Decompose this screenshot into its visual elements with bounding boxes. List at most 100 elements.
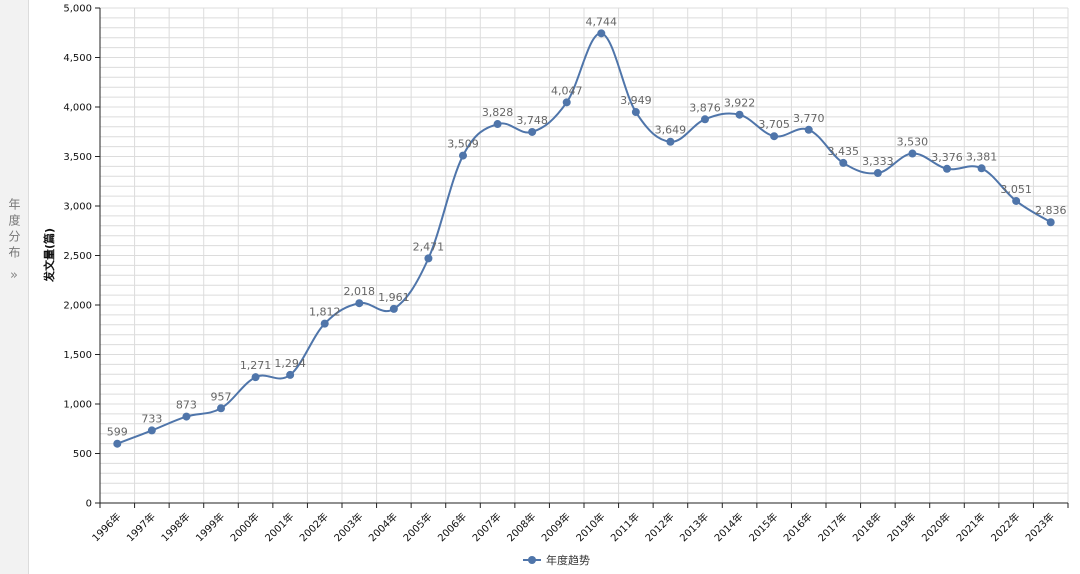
- data-point: [493, 120, 502, 129]
- y-tick-label: 0: [86, 499, 92, 510]
- x-tick-label: 2009年: [539, 510, 573, 544]
- data-point: [424, 254, 433, 263]
- data-point: [528, 127, 537, 136]
- y-tick-label: 4,500: [63, 53, 92, 64]
- data-point: [839, 158, 848, 167]
- series-line-年度趋势: [116, 32, 1052, 445]
- x-tick-label: 2004年: [366, 510, 400, 544]
- data-point: [389, 304, 398, 313]
- side-tab[interactable]: 年度分布 »: [0, 0, 29, 574]
- x-tick-label: 2021年: [953, 510, 987, 544]
- x-tick-label: 2016年: [781, 510, 815, 544]
- x-tick-label: 2014年: [711, 510, 745, 544]
- data-label: 4,047: [551, 84, 583, 97]
- x-tick-label: 2010年: [573, 510, 607, 544]
- data-point: [217, 404, 225, 413]
- y-tick-label: 5,000: [63, 4, 92, 15]
- expand-chevron-icon[interactable]: »: [10, 268, 18, 283]
- data-label: 3,381: [966, 150, 998, 163]
- data-point: [908, 149, 917, 158]
- data-label: 3,770: [793, 112, 825, 125]
- legend[interactable]: 年度趋势: [523, 553, 590, 567]
- y-tick-label: 2,500: [63, 251, 92, 262]
- data-label: 733: [141, 412, 162, 425]
- x-tick-label: 1999年: [193, 510, 227, 544]
- data-label: 2,471: [413, 240, 445, 253]
- y-tick-label: 1,000: [63, 400, 92, 411]
- x-tick-label: 2002年: [297, 510, 331, 544]
- y-tick-labels: 0 500 1,000 1,500 2,000 2,500 3,000 3,500 4,000 4…: [63, 4, 100, 510]
- data-label: 873: [176, 399, 197, 412]
- x-tick-label: 2012年: [642, 510, 676, 544]
- legend-marker-icon: [528, 556, 536, 564]
- data-point: [770, 132, 779, 141]
- data-label: 3,949: [620, 94, 652, 107]
- x-tick-label: 2022年: [988, 510, 1022, 544]
- data-point: [873, 169, 882, 178]
- data-label: 3,876: [689, 101, 721, 114]
- x-tick-label: 2011年: [608, 510, 642, 544]
- data-point: [286, 370, 295, 379]
- x-tick-label: 1998年: [158, 510, 192, 544]
- x-tick-label: 2015年: [746, 510, 780, 544]
- x-tick-label: 1997年: [124, 510, 158, 544]
- side-tab-label: 年度分布: [7, 198, 21, 262]
- data-label: 2,836: [1035, 204, 1067, 217]
- x-tick-label: 2001年: [262, 510, 296, 544]
- x-tick-label: 2013年: [677, 510, 711, 544]
- data-label: 3,051: [1000, 183, 1032, 196]
- x-tick-label: 1996年: [89, 510, 123, 544]
- data-label: 1,294: [274, 357, 306, 370]
- grid: [100, 7, 1069, 503]
- data-point: [459, 151, 467, 160]
- data-label: 3,649: [655, 124, 687, 137]
- data-point: [251, 373, 260, 382]
- y-tick-label: 4,000: [63, 103, 92, 114]
- y-tick-label: 2,000: [63, 301, 92, 312]
- data-point: [597, 29, 606, 38]
- data-point: [562, 98, 571, 107]
- data-label: 957: [211, 390, 232, 403]
- x-tick-label: 2023年: [1023, 510, 1057, 544]
- data-point: [355, 299, 364, 308]
- data-label: 3,509: [447, 138, 479, 151]
- data-label: 599: [107, 426, 128, 439]
- x-tick-label: 2007年: [469, 510, 503, 544]
- data-point: [147, 426, 156, 435]
- data-point: [666, 137, 675, 146]
- x-tick-label: 2003年: [331, 510, 365, 544]
- data-label: 4,744: [586, 15, 618, 28]
- data-label: 3,828: [482, 106, 514, 119]
- data-label: 3,435: [828, 145, 860, 158]
- y-tick-label: 3,000: [63, 202, 92, 213]
- data-label: 2,018: [344, 285, 376, 298]
- x-tick-labels: 1996年 1997年 1998年 1999年 2000年 2001年 2002年 2003年…: [89, 503, 1069, 544]
- data-label: 3,705: [758, 118, 790, 131]
- data-point: [320, 319, 329, 328]
- data-point: [804, 125, 813, 134]
- x-tick-label: 2008年: [504, 510, 538, 544]
- data-label: 3,333: [862, 155, 894, 168]
- data-label: 3,376: [931, 151, 963, 164]
- data-point: [631, 108, 640, 117]
- data-label: 1,961: [378, 291, 410, 304]
- y-tick-label: 3,500: [63, 152, 92, 163]
- data-point: [1012, 196, 1021, 205]
- x-tick-label: 2005年: [400, 510, 434, 544]
- data-label: 1,271: [240, 359, 272, 372]
- x-tick-label: 2020年: [919, 510, 953, 544]
- data-label: 3,530: [897, 136, 929, 149]
- x-tick-label: 2018年: [850, 510, 884, 544]
- data-point: [182, 412, 191, 421]
- y-tick-label: 500: [73, 449, 92, 460]
- y-tick-label: 1,500: [63, 350, 92, 361]
- data-point: [1046, 218, 1055, 227]
- data-point: [701, 115, 709, 124]
- data-label: 1,812: [309, 306, 341, 319]
- legend-label: 年度趋势: [546, 553, 590, 567]
- data-label: 3,922: [724, 97, 756, 110]
- data-point: [943, 164, 951, 173]
- x-tick-label: 2019年: [884, 510, 918, 544]
